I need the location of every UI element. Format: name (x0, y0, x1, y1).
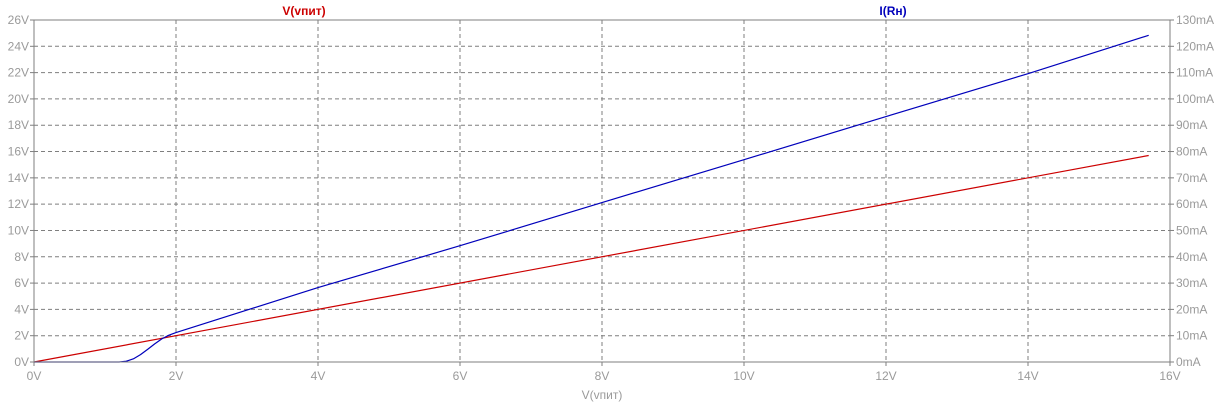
trace-label-irn[interactable]: I(Rн) (879, 4, 906, 18)
y-left-tick-label: 6V (14, 276, 29, 290)
y-right-tick-label: 100mA (1176, 92, 1214, 106)
y-left-tick-label: 14V (8, 171, 29, 185)
y-left-tick-label: 26V (8, 13, 29, 27)
y-right-tick-label: 20mA (1176, 302, 1207, 316)
series-line-vpit (33, 154, 1149, 363)
x-tick-label: 14V (1017, 369, 1038, 383)
y-left-tick-label: 24V (8, 39, 29, 53)
x-tick-label: 6V (453, 369, 468, 383)
y-left-tick-label: 10V (8, 223, 29, 237)
y-right-tick-label: 30mA (1176, 276, 1207, 290)
x-axis-label: V(vпит) (582, 388, 623, 402)
y-left-tick-label: 20V (8, 92, 29, 106)
y-left-tick-label: 12V (8, 197, 29, 211)
y-left-tick-label: 8V (14, 250, 29, 264)
x-tick-label: 16V (1159, 369, 1180, 383)
y-right-tick-label: 90mA (1176, 118, 1207, 132)
y-right-tick-label: 10mA (1176, 329, 1207, 343)
y-left-tick-label: 4V (14, 302, 29, 316)
y-right-tick-label: 80mA (1176, 145, 1207, 159)
series-line-irn (34, 34, 1149, 363)
y-right-tick-label: 130mA (1176, 13, 1214, 27)
y-right-tick-label: 40mA (1176, 250, 1207, 264)
plot-frame (33, 19, 1171, 363)
y-right-tick-labels: 0mA 10mA 20mA 30mA 40mA 50mA 60mA 70mA 80mA 90mA 1… (1176, 13, 1214, 369)
y-left-tick-label: 18V (8, 118, 29, 132)
y-left-tick-labels: 0V 2V 4V 6V 8V 10V 12V 14V 16V 18V 20V 22V 24V 26V (8, 13, 29, 369)
y-left-tick-label: 22V (8, 66, 29, 80)
grid (30, 19, 1174, 366)
y-right-tick-label: 50mA (1176, 223, 1207, 237)
x-tick-label: 2V (169, 369, 184, 383)
x-tick-labels: 0V 2V 4V 6V 8V 10V 12V 14V 16V (27, 369, 1181, 383)
y-right-tick-label: 110mA (1176, 66, 1213, 80)
x-tick-label: 4V (311, 369, 326, 383)
y-right-tick-label: 0mA (1176, 355, 1201, 369)
y-left-tick-label: 2V (14, 329, 29, 343)
x-tick-label: 8V (595, 369, 610, 383)
x-tick-label: 10V (733, 369, 754, 383)
series-layer (33, 34, 1149, 363)
y-right-tick-label: 70mA (1176, 171, 1207, 185)
y-left-tick-label: 0V (14, 355, 29, 369)
x-tick-label: 0V (27, 369, 42, 383)
y-right-tick-label: 60mA (1176, 197, 1207, 211)
trace-label-vpit[interactable]: V(vпит) (282, 4, 325, 18)
y-right-tick-label: 120mA (1176, 39, 1214, 53)
x-tick-label: 12V (875, 369, 896, 383)
y-left-tick-label: 16V (8, 145, 29, 159)
